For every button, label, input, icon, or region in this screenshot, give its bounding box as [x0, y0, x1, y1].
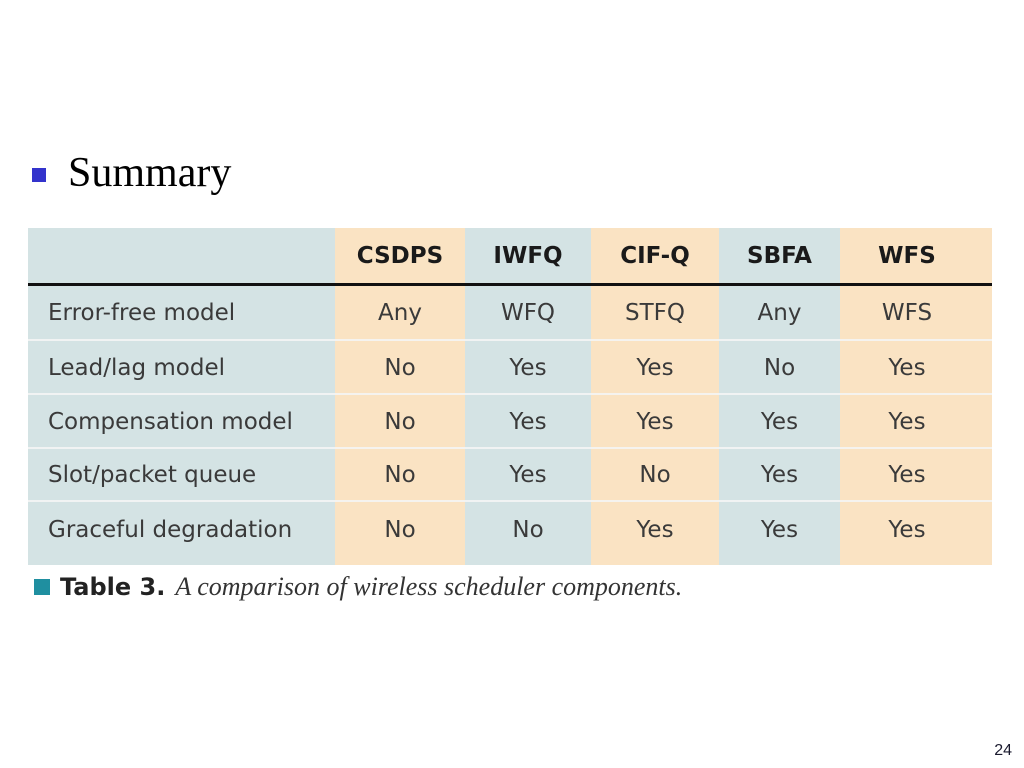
caption-text: A comparison of wireless scheduler compo… — [175, 572, 683, 601]
table-cell: Yes — [509, 354, 547, 381]
table-cell: Yes — [760, 408, 799, 435]
table-cell: Yes — [636, 354, 674, 381]
bullet-square-icon — [32, 168, 46, 182]
table-cell: No — [763, 354, 796, 381]
row-divider — [28, 500, 992, 502]
table-cell: STFQ — [625, 300, 685, 326]
column-header-csdps: CSDPS — [356, 242, 444, 269]
table-cell: No — [384, 462, 416, 488]
header-rule — [28, 283, 992, 286]
table-cell: Yes — [888, 462, 926, 488]
comparison-table: CSDPS IWFQ CIF-Q SBFA WFS Error-free mod… — [28, 228, 992, 565]
table-cell: Yes — [888, 354, 926, 381]
page-number: 24 — [994, 742, 1012, 759]
table-caption: Table 3. A comparison of wireless schedu… — [34, 572, 682, 602]
row-label-error-free-model: Error-free model — [48, 300, 236, 326]
table-cell: Yes — [636, 517, 674, 543]
table-cell: Any — [757, 300, 802, 326]
table-cell: Yes — [760, 517, 799, 543]
caption-label: Table 3. — [60, 573, 166, 601]
table-cell: WFS — [881, 300, 933, 326]
table-cell: No — [512, 517, 544, 543]
table-cell: Yes — [888, 517, 926, 543]
table-cell: No — [639, 462, 671, 488]
table-cell: Yes — [888, 408, 926, 435]
caption-square-icon — [34, 579, 50, 595]
column-header-cifq: CIF-Q — [620, 242, 690, 269]
column-header-iwfq: IWFQ — [493, 242, 563, 269]
row-divider — [28, 447, 992, 449]
table-cell: Yes — [636, 408, 674, 435]
table-cell: WFQ — [500, 300, 556, 326]
column-header-sbfa: SBFA — [747, 242, 812, 269]
row-divider — [28, 339, 992, 341]
summary-bullet-row: Summary — [32, 152, 231, 194]
table-cell: Yes — [760, 462, 799, 488]
table-cell: No — [384, 354, 416, 381]
row-label-compensation-model: Compensation model — [48, 408, 293, 435]
column-header-wfs: WFS — [878, 242, 936, 269]
row-label-lead-lag-model: Lead/lag model — [48, 354, 226, 381]
row-label-slot-packet-queue: Slot/packet queue — [48, 462, 257, 488]
table-cell: Yes — [509, 408, 547, 435]
table-cell: No — [384, 517, 416, 543]
table-cell: Yes — [509, 462, 547, 488]
slide-heading: Summary — [68, 150, 232, 196]
row-divider — [28, 393, 992, 395]
table-cell: Any — [378, 300, 422, 326]
table-cell: No — [384, 408, 416, 435]
row-label-graceful-degradation: Graceful degradation — [48, 517, 293, 543]
